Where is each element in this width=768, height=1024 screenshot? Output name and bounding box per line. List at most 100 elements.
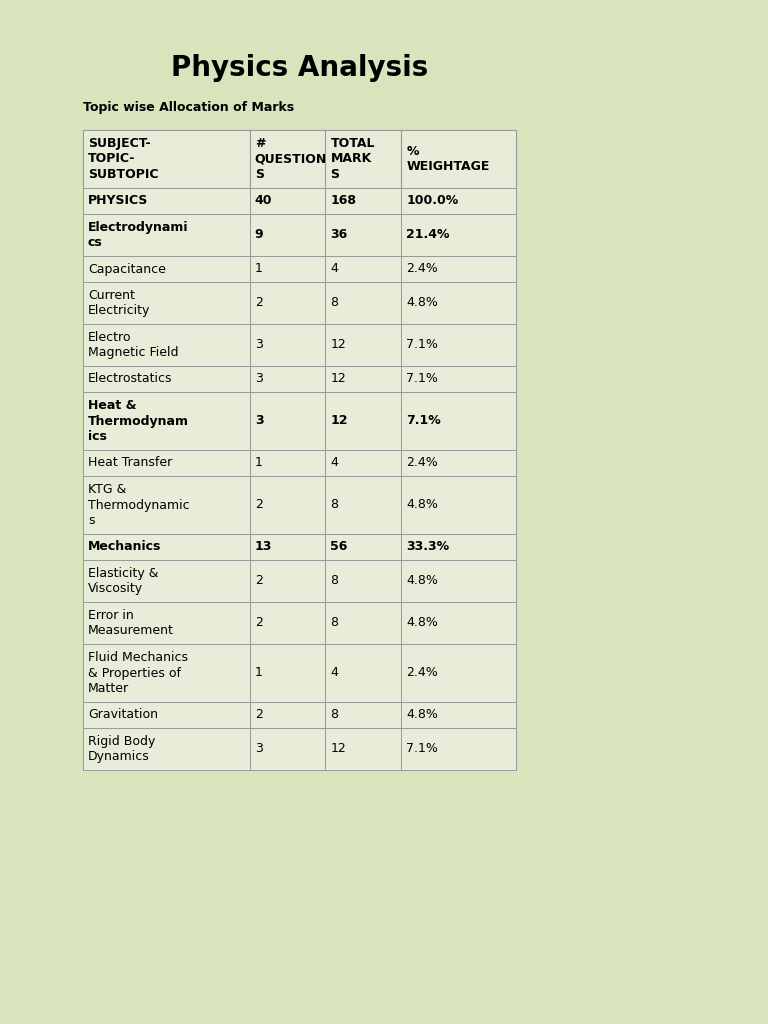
Text: Heat &
Thermodynam
ics: Heat & Thermodynam ics — [88, 399, 189, 443]
Text: 12: 12 — [330, 339, 346, 351]
Bar — [250, 256, 326, 282]
Bar — [326, 702, 401, 728]
Text: PHYSICS: PHYSICS — [88, 195, 148, 208]
Text: 7.1%: 7.1% — [406, 373, 438, 385]
Bar — [83, 214, 250, 256]
Text: %
WEIGHTAGE: % WEIGHTAGE — [406, 144, 490, 173]
Text: 1: 1 — [255, 262, 263, 275]
Text: Physics Analysis: Physics Analysis — [170, 54, 428, 82]
Text: 2: 2 — [255, 574, 263, 588]
Bar — [401, 324, 516, 366]
Text: #
QUESTION
S: # QUESTION S — [255, 137, 327, 181]
Text: Electrostatics: Electrostatics — [88, 373, 173, 385]
Bar — [401, 282, 516, 324]
Text: Topic wise Allocation of Marks: Topic wise Allocation of Marks — [83, 101, 294, 115]
Bar — [401, 392, 516, 450]
Text: 2.4%: 2.4% — [406, 262, 438, 275]
Bar — [326, 188, 401, 214]
Text: 4: 4 — [330, 262, 339, 275]
Text: 8: 8 — [330, 297, 339, 309]
Text: 2.4%: 2.4% — [406, 457, 438, 469]
Bar — [326, 476, 401, 534]
Bar — [250, 130, 326, 188]
Text: 40: 40 — [255, 195, 272, 208]
Text: 8: 8 — [330, 574, 339, 588]
Text: 4: 4 — [330, 457, 339, 469]
Bar — [401, 534, 516, 560]
Bar — [83, 534, 250, 560]
Bar — [326, 130, 401, 188]
Text: 1: 1 — [255, 457, 263, 469]
Text: 7.1%: 7.1% — [406, 742, 438, 756]
Bar — [83, 188, 250, 214]
Text: Error in
Measurement: Error in Measurement — [88, 608, 174, 637]
Text: 3: 3 — [255, 373, 263, 385]
Bar — [401, 476, 516, 534]
Text: 56: 56 — [330, 541, 348, 554]
Text: Elasticity &
Viscosity: Elasticity & Viscosity — [88, 566, 158, 595]
Bar — [250, 728, 326, 770]
Text: TOTAL
MARK
S: TOTAL MARK S — [330, 137, 375, 181]
Text: 4.8%: 4.8% — [406, 709, 438, 722]
Bar — [83, 728, 250, 770]
Bar — [83, 324, 250, 366]
Text: 2: 2 — [255, 709, 263, 722]
Bar — [83, 130, 250, 188]
Text: Electro
Magnetic Field: Electro Magnetic Field — [88, 331, 178, 359]
Bar — [401, 644, 516, 702]
Bar — [326, 324, 401, 366]
Text: 3: 3 — [255, 742, 263, 756]
Bar — [250, 644, 326, 702]
Bar — [401, 602, 516, 644]
Text: 2: 2 — [255, 499, 263, 512]
Bar — [326, 256, 401, 282]
Bar — [326, 214, 401, 256]
Text: KTG &
Thermodynamic
s: KTG & Thermodynamic s — [88, 483, 190, 527]
Bar — [250, 476, 326, 534]
Bar — [83, 256, 250, 282]
Text: 8: 8 — [330, 616, 339, 630]
Text: 36: 36 — [330, 228, 348, 242]
Bar — [250, 188, 326, 214]
Bar — [401, 130, 516, 188]
Bar — [326, 282, 401, 324]
Text: 4.8%: 4.8% — [406, 499, 438, 512]
Text: 7.1%: 7.1% — [406, 415, 441, 427]
Bar — [83, 644, 250, 702]
Bar — [401, 214, 516, 256]
Bar — [250, 702, 326, 728]
Bar — [250, 324, 326, 366]
Text: 4.8%: 4.8% — [406, 297, 438, 309]
Bar — [250, 392, 326, 450]
Text: 12: 12 — [330, 415, 348, 427]
Text: 3: 3 — [255, 339, 263, 351]
Text: Fluid Mechanics
& Properties of
Matter: Fluid Mechanics & Properties of Matter — [88, 651, 188, 695]
Bar — [401, 702, 516, 728]
Text: 4.8%: 4.8% — [406, 616, 438, 630]
Text: 3: 3 — [255, 415, 263, 427]
Bar — [401, 450, 516, 476]
Text: 8: 8 — [330, 499, 339, 512]
Text: 12: 12 — [330, 373, 346, 385]
Text: 168: 168 — [330, 195, 356, 208]
Bar — [83, 282, 250, 324]
Bar — [83, 392, 250, 450]
Text: 9: 9 — [255, 228, 263, 242]
Text: Heat Transfer: Heat Transfer — [88, 457, 172, 469]
Text: 2: 2 — [255, 297, 263, 309]
Bar — [326, 560, 401, 602]
Text: 8: 8 — [330, 709, 339, 722]
Bar — [250, 560, 326, 602]
Bar — [250, 282, 326, 324]
Bar — [83, 450, 250, 476]
Text: 7.1%: 7.1% — [406, 339, 438, 351]
Bar — [401, 188, 516, 214]
Bar — [250, 366, 326, 392]
Bar — [83, 702, 250, 728]
Bar — [83, 560, 250, 602]
Bar — [326, 728, 401, 770]
Text: 2: 2 — [255, 616, 263, 630]
Text: 4: 4 — [330, 667, 339, 680]
Bar — [83, 602, 250, 644]
Bar — [326, 644, 401, 702]
